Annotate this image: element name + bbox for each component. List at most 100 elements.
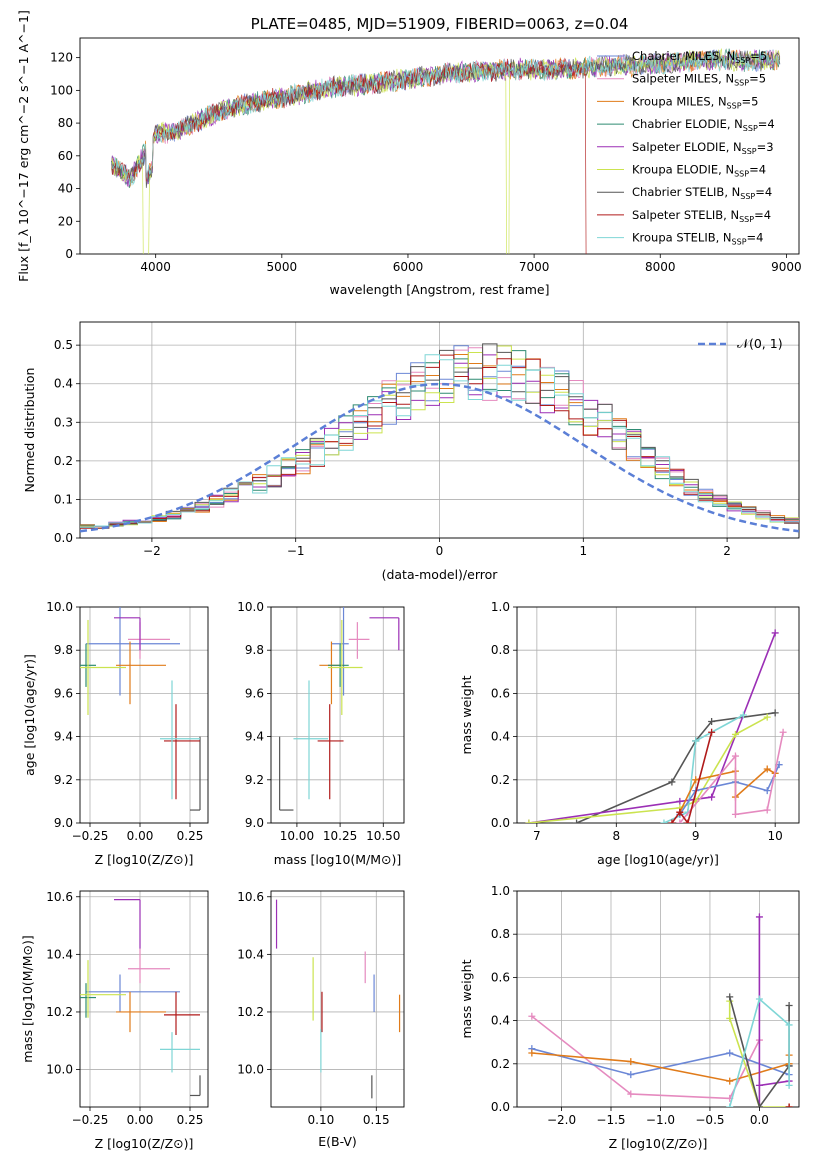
mass-vs-ebv-ytick-label: 10.0	[237, 1063, 264, 1077]
mass-vs-Z-point	[80, 960, 126, 1018]
mass-vs-ebv-frame	[270, 890, 405, 1108]
residual-histogram	[80, 345, 799, 529]
residuals-x-axis-label: (data-model)/error	[382, 567, 499, 582]
residuals-axes: −2 −1 0 1 2 0.0 0.1 0.2 0.3 0.4 0.5 (data-model)/er…	[22, 321, 800, 582]
residuals-ytick-label: 0.4	[54, 377, 73, 391]
age-vs-Z-point	[164, 704, 200, 800]
weight-vs-age-xtick-label: 8	[612, 829, 620, 843]
mass-vs-Z-xtick-label: −0.25	[72, 1113, 109, 1127]
weight-marker	[785, 1103, 793, 1107]
age-vs-mass-xtick-label: 10.50	[366, 829, 400, 843]
weight-vs-age-x-axis-label: age [log10(age/yr)]	[597, 852, 719, 867]
mass-vs-ebv-ytick-label: 10.6	[237, 890, 264, 904]
weight-vs-Z-y-axis-label: mass weight	[459, 959, 474, 1038]
legend-label: Salpeter STELIB, NSSP=4	[632, 208, 771, 224]
age-vs-Z-xtick-label: 0.25	[177, 829, 204, 843]
spectrum-axes: 4000 5000 6000 7000 8000 9000 0 20 40 60 80 100 120 w…	[16, 10, 802, 297]
weight-vs-age-series	[668, 728, 716, 823]
age-vs-Z-ytick-label: 10.0	[46, 600, 73, 614]
spectrum-xtick-label: 5000	[267, 260, 298, 274]
residuals-ytick-label: 0.0	[54, 531, 73, 545]
age-vs-Z-xtick-label: 0.00	[127, 829, 154, 843]
mass-vs-Z-y-axis-label: mass [log10(M/M⊙)]	[20, 935, 35, 1063]
weight-marker	[779, 728, 787, 736]
residuals-ytick-label: 0.3	[54, 415, 73, 429]
legend-value: =5	[742, 94, 759, 108]
residuals-ytick-label: 0.2	[54, 454, 73, 468]
weight-line	[728, 1001, 790, 1107]
spectrum-xtick-label: 6000	[393, 260, 424, 274]
weight-marker	[668, 819, 676, 823]
mass-vs-Z-axes: −0.25 0.00 0.25 10.0 10.2 10.4 10.6 Z [log10(Z/…	[20, 890, 209, 1151]
age-vs-mass-ytick-label: 9.0	[245, 816, 264, 830]
weight-marker	[726, 1103, 734, 1107]
age-vs-mass-xtick-label: 10.00	[280, 829, 314, 843]
weight-marker	[692, 776, 700, 784]
age-vs-Z-point	[86, 607, 180, 696]
weight-vs-Z-axes: −2.0 −1.5 −1.0 −0.5 0.0 0.0 0.2 0.4 0.6 0.8 1.0 Z […	[459, 884, 800, 1151]
age-vs-mass-ytick-label: 9.4	[245, 730, 264, 744]
spectrum-y-axis-label: Flux [f_λ 10^−17 erg cm^−2 s^−1 A^−1]	[16, 10, 31, 282]
age-vs-mass-point	[317, 704, 344, 800]
age-vs-Z-ytick-label: 9.8	[54, 643, 73, 657]
weight-vs-age-frame	[516, 606, 800, 824]
weight-vs-age-ytick-label: 0.0	[491, 816, 510, 830]
weight-marker	[692, 737, 700, 745]
spectrum-plot-area	[111, 48, 781, 254]
normal-curve	[80, 382, 799, 533]
legend-label: Salpeter MILES, NSSP=5	[632, 72, 766, 88]
legend-sub: SSP	[732, 238, 747, 247]
age-vs-Z-plot-area	[80, 607, 201, 811]
legend-label: 𝒩(0, 1)	[737, 336, 783, 351]
weight-marker	[755, 1081, 763, 1089]
age-vs-mass-point	[369, 617, 400, 651]
spectrum-ytick-label: 0	[65, 247, 73, 261]
mass-vs-Z-point	[164, 991, 200, 1035]
weight-marker	[726, 1077, 734, 1085]
weight-marker	[763, 806, 771, 814]
weight-vs-Z-series	[785, 1103, 793, 1107]
weight-vs-Z-ytick-label: 0.4	[491, 1014, 510, 1028]
spectrum-ytick-label: 120	[50, 51, 73, 65]
legend-value: =5	[750, 49, 767, 63]
residuals-xtick-label: −2	[143, 544, 161, 558]
weight-marker	[755, 995, 763, 1003]
weight-marker	[731, 752, 739, 760]
weight-vs-Z-ytick-label: 0.8	[491, 927, 510, 941]
weight-marker	[668, 778, 676, 786]
age-vs-mass-ytick-label: 10.0	[237, 600, 264, 614]
weight-marker	[755, 1103, 763, 1107]
weight-vs-Z-frame	[516, 890, 800, 1108]
weight-marker	[627, 1071, 635, 1079]
mass-vs-Z-point	[114, 899, 141, 949]
mass-vs-ebv-axes: 0.10 0.15 10.0 10.2 10.4 10.6 E(B-V)	[237, 890, 405, 1149]
legend-sub: SSP	[734, 79, 749, 88]
weight-marker	[708, 717, 716, 725]
age-vs-Z-ytick-label: 9.4	[54, 730, 73, 744]
weight-marker	[676, 797, 684, 805]
spectrum-ytick-label: 80	[58, 116, 73, 130]
age-vs-mass-plot-area	[279, 607, 400, 811]
mass-vs-ebv-ytick-label: 10.2	[237, 1005, 264, 1019]
legend-label: Kroupa ELODIE, NSSP=4	[632, 163, 766, 179]
weight-marker	[525, 819, 533, 823]
weight-vs-age-series	[525, 713, 771, 823]
weight-line	[728, 997, 790, 1107]
weight-marker	[676, 808, 684, 816]
weight-vs-Z-xtick-label: 0.0	[750, 1113, 769, 1127]
legend-value: =4	[749, 163, 766, 177]
weight-vs-age-xtick-label: 7	[533, 829, 541, 843]
weight-marker	[763, 713, 771, 721]
legend-value: =4	[754, 208, 771, 222]
age-vs-mass-frame	[270, 606, 405, 824]
age-vs-Z-point	[160, 680, 200, 800]
weight-vs-Z-xtick-label: −1.5	[596, 1113, 625, 1127]
weight-marker	[731, 810, 739, 818]
weight-marker	[785, 1021, 793, 1029]
mass-vs-ebv-xtick-label: 0.15	[363, 1113, 390, 1127]
legend-sub: SSP	[740, 192, 755, 201]
legend-value: =4	[758, 117, 775, 131]
weight-marker	[731, 730, 739, 738]
weight-vs-Z-plot-area	[528, 913, 793, 1107]
weight-marker	[763, 787, 771, 795]
